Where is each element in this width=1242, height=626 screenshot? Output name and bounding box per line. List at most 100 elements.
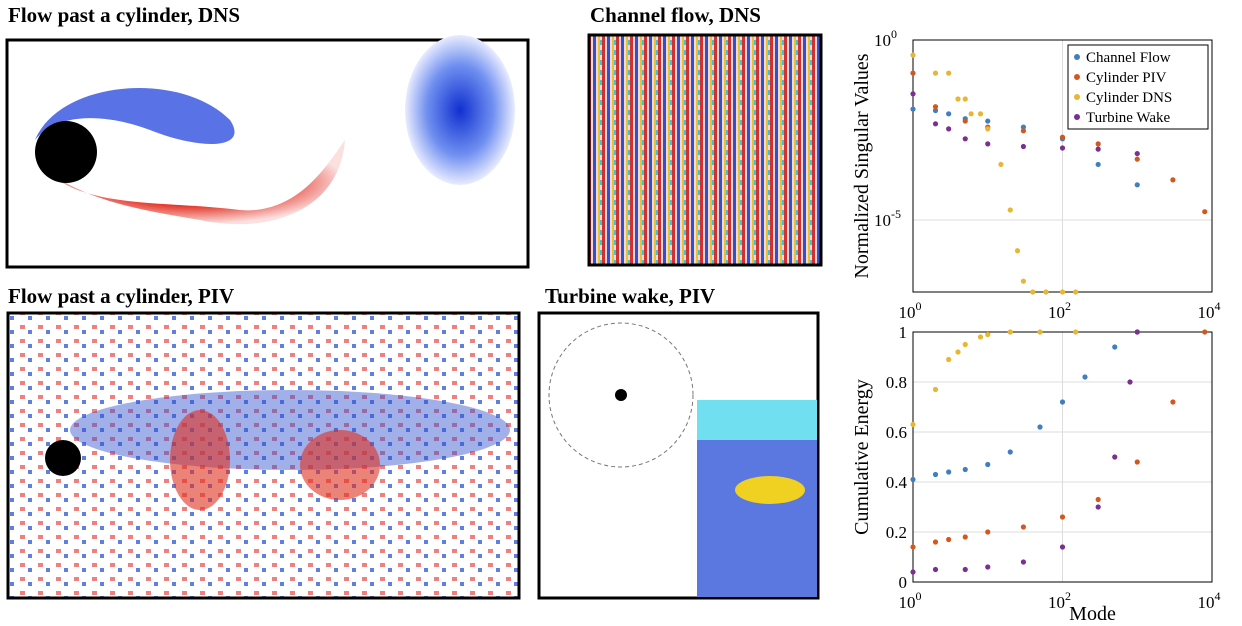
point — [968, 111, 974, 117]
tick-label: 10 — [899, 303, 916, 322]
point — [1020, 524, 1027, 530]
tick-label: 10 — [1198, 593, 1215, 612]
point — [946, 356, 952, 363]
tick-label: 10 — [899, 593, 916, 612]
vortex — [405, 35, 515, 185]
panel-frame — [587, 33, 823, 267]
panel-title: Turbine wake, PIV — [545, 284, 715, 308]
legend-box — [1067, 44, 1209, 130]
point — [1112, 454, 1118, 460]
vortex — [35, 87, 235, 144]
point — [1073, 289, 1079, 295]
tick-exponent: 0 — [891, 27, 897, 41]
tick-exponent: 0 — [916, 299, 922, 313]
point — [985, 141, 991, 147]
cylinder — [35, 121, 97, 183]
point — [1095, 141, 1101, 147]
tick-label: 10 — [874, 211, 891, 230]
wake — [170, 410, 230, 510]
legend-label: Turbine Wake — [1086, 110, 1171, 126]
point — [1020, 124, 1027, 130]
tick-label: 10 — [874, 31, 891, 50]
point — [1030, 289, 1036, 295]
point — [1020, 128, 1027, 134]
point — [1059, 134, 1066, 140]
point — [1059, 514, 1066, 520]
point — [1059, 544, 1066, 550]
panel-title: Flow past a cylinder, DNS — [8, 3, 240, 27]
point — [1095, 504, 1101, 510]
tick-label: 1 — [899, 323, 908, 342]
point — [1202, 209, 1208, 215]
tick-label: 10 — [1048, 593, 1065, 612]
tick-exponent: 2 — [1065, 589, 1071, 603]
legend-label: Channel Flow — [1086, 50, 1171, 66]
point — [910, 106, 916, 112]
wake — [70, 390, 510, 470]
point — [985, 126, 991, 132]
legend-marker — [1074, 94, 1080, 100]
legend-label: Cylinder PIV — [1086, 70, 1167, 86]
point — [932, 566, 939, 573]
point — [985, 529, 991, 535]
piv-field — [735, 476, 805, 504]
point — [1020, 143, 1027, 150]
point — [946, 70, 952, 76]
panel-frame — [6, 311, 521, 600]
point — [977, 334, 984, 340]
rotor-path — [548, 322, 694, 468]
point — [1127, 379, 1133, 385]
y-axis-label: Cumulative Energy — [851, 379, 873, 535]
point — [962, 96, 968, 102]
point — [955, 349, 961, 355]
point — [998, 161, 1004, 168]
point — [910, 421, 916, 428]
point — [910, 70, 916, 76]
point — [910, 52, 916, 58]
hub — [615, 389, 627, 401]
point — [932, 70, 939, 76]
tick-label: 0.6 — [886, 423, 907, 442]
point — [1170, 177, 1176, 183]
point — [977, 111, 984, 117]
point — [1073, 329, 1079, 335]
axes-frame — [912, 331, 1213, 583]
point — [1020, 559, 1027, 565]
point — [946, 111, 952, 117]
point — [962, 118, 968, 124]
panel-title: Channel flow, DNS — [590, 3, 761, 27]
point — [1095, 496, 1101, 503]
tick-exponent: 4 — [1215, 299, 1221, 313]
tick-exponent: 2 — [1065, 299, 1071, 313]
piv-field — [697, 400, 817, 440]
legend-marker — [1074, 114, 1080, 120]
tick-label: 10 — [1198, 303, 1215, 322]
tick-label: 0.2 — [886, 523, 907, 542]
point — [985, 118, 991, 124]
point — [962, 566, 968, 573]
point — [1037, 424, 1043, 430]
point — [1170, 399, 1176, 405]
point — [985, 461, 991, 468]
point — [932, 471, 939, 478]
point — [962, 534, 968, 540]
point — [1059, 289, 1066, 295]
point — [962, 136, 968, 142]
point — [932, 539, 939, 545]
point — [985, 564, 991, 570]
tick-label: 0.4 — [886, 473, 908, 492]
point — [1134, 459, 1140, 465]
point — [910, 569, 916, 575]
point — [1020, 278, 1027, 284]
point — [1082, 374, 1088, 380]
legend-marker — [1074, 54, 1080, 60]
tick-exponent: 0 — [916, 589, 922, 603]
point — [910, 91, 916, 97]
point — [1112, 344, 1118, 350]
point — [1095, 161, 1101, 168]
point — [946, 126, 952, 132]
point — [946, 536, 952, 543]
point — [1134, 150, 1140, 157]
wake — [300, 430, 380, 500]
point — [1037, 329, 1043, 335]
